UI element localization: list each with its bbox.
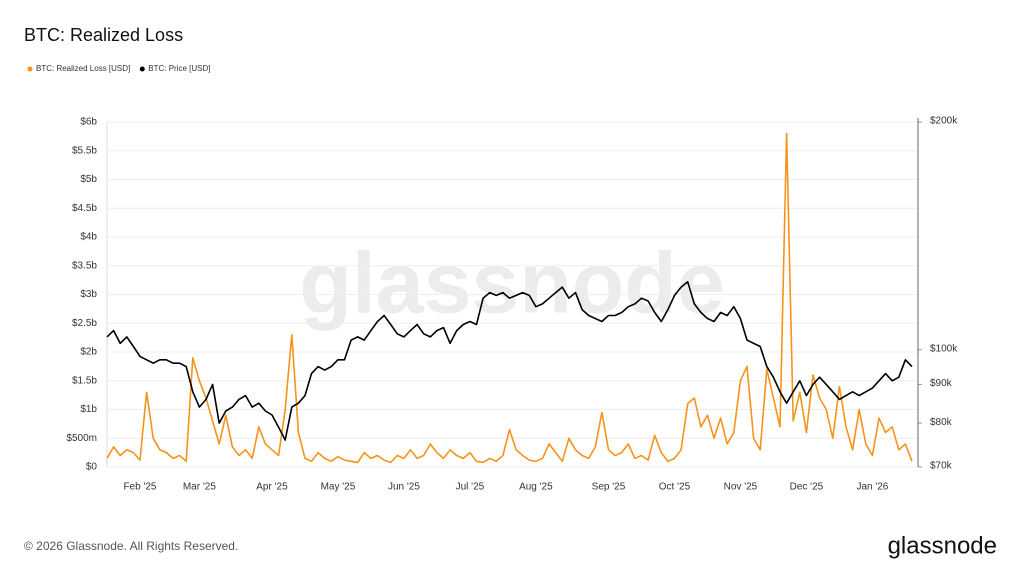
y-tick-label: $1b bbox=[80, 404, 97, 415]
series-line bbox=[106, 281, 913, 441]
y-tick-label: $3b bbox=[80, 289, 97, 300]
y-tick-label: $1.5b bbox=[72, 375, 97, 386]
y2-tick-label: $70k bbox=[930, 461, 953, 472]
chart-title: BTC: Realized Loss bbox=[24, 25, 183, 45]
series-line bbox=[106, 132, 913, 464]
legend-marker bbox=[27, 66, 33, 72]
x-tick-label: Aug '25 bbox=[519, 482, 553, 493]
legend-marker bbox=[139, 66, 145, 72]
y2-tick-label: $90k bbox=[930, 378, 953, 389]
x-tick-label: Oct '25 bbox=[659, 482, 691, 493]
y-tick-label: $4.5b bbox=[72, 203, 97, 214]
y2-tick-label: $200k bbox=[930, 116, 958, 127]
x-tick-label: Mar '25 bbox=[183, 482, 216, 493]
x-tick-label: Jun '25 bbox=[388, 482, 420, 493]
y2-tick-label: $100k bbox=[930, 343, 958, 354]
brand-logo: glassnode bbox=[888, 532, 997, 559]
y-tick-label: $2b bbox=[80, 347, 97, 358]
y-tick-label: $0 bbox=[86, 462, 98, 473]
legend-label: BTC: Price [USD] bbox=[148, 64, 210, 73]
y-tick-label: $5.5b bbox=[72, 145, 97, 156]
x-tick-label: Jul '25 bbox=[456, 482, 485, 493]
x-tick-label: Dec '25 bbox=[790, 482, 824, 493]
legend-label: BTC: Realized Loss [USD] bbox=[36, 64, 130, 73]
x-tick-label: May '25 bbox=[321, 482, 356, 493]
legend: BTC: Realized Loss [USD] BTC: Price [USD] bbox=[27, 64, 211, 73]
y-tick-label: $500m bbox=[66, 433, 97, 444]
x-tick-label: Jan '26 bbox=[856, 482, 888, 493]
y-tick-label: $5b bbox=[80, 174, 97, 185]
y-tick-label: $6b bbox=[80, 117, 97, 128]
footer: © 2026 Glassnode. All Rights Reserved. bbox=[24, 539, 238, 553]
x-tick-label: Sep '25 bbox=[592, 482, 626, 493]
y-tick-label: $2.5b bbox=[72, 318, 97, 329]
x-tick-label: Nov '25 bbox=[724, 482, 758, 493]
x-tick-label: Apr '25 bbox=[256, 482, 288, 493]
y-tick-label: $3.5b bbox=[72, 260, 97, 271]
watermark: glassnode bbox=[299, 236, 724, 332]
x-tick-label: Feb '25 bbox=[123, 482, 156, 493]
y2-tick-label: $80k bbox=[930, 417, 953, 428]
y-tick-label: $4b bbox=[80, 232, 97, 243]
